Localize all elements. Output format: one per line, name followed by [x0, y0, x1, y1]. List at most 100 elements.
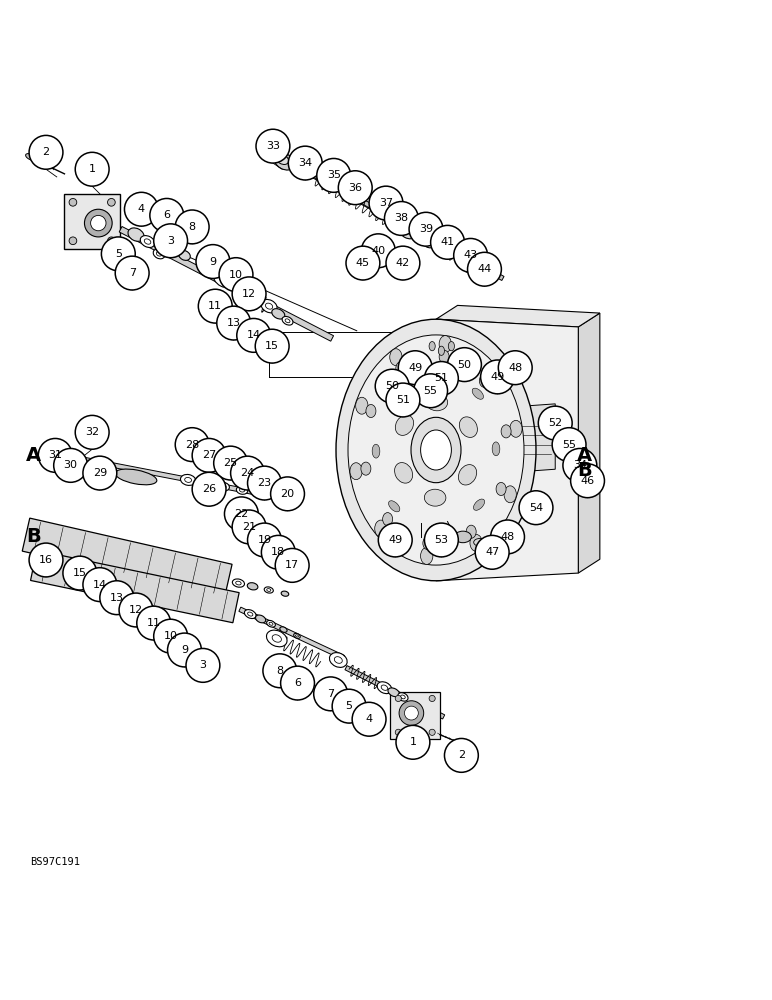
- Ellipse shape: [459, 417, 477, 437]
- Circle shape: [237, 318, 271, 352]
- Ellipse shape: [153, 249, 165, 259]
- Ellipse shape: [219, 274, 229, 283]
- Polygon shape: [31, 550, 239, 623]
- Ellipse shape: [266, 303, 273, 309]
- Text: A: A: [26, 446, 41, 465]
- Text: 13: 13: [227, 318, 241, 328]
- Circle shape: [186, 648, 220, 682]
- Ellipse shape: [247, 583, 258, 590]
- Circle shape: [119, 593, 153, 627]
- Polygon shape: [74, 455, 294, 502]
- Ellipse shape: [501, 425, 511, 438]
- Ellipse shape: [262, 537, 267, 540]
- Text: 55: 55: [562, 440, 576, 450]
- Text: 8: 8: [188, 222, 196, 232]
- Circle shape: [248, 466, 281, 500]
- Ellipse shape: [467, 747, 477, 753]
- Ellipse shape: [388, 390, 398, 401]
- Circle shape: [519, 491, 553, 525]
- Ellipse shape: [280, 492, 289, 499]
- Circle shape: [280, 666, 314, 700]
- Text: 51: 51: [396, 395, 410, 405]
- Circle shape: [115, 256, 149, 290]
- Ellipse shape: [167, 238, 178, 247]
- Circle shape: [395, 695, 401, 702]
- Polygon shape: [501, 404, 555, 473]
- Circle shape: [481, 360, 514, 394]
- Circle shape: [54, 448, 87, 482]
- Text: 9: 9: [209, 257, 216, 267]
- Ellipse shape: [266, 630, 287, 647]
- Text: 38: 38: [394, 213, 408, 223]
- Ellipse shape: [428, 368, 442, 375]
- Ellipse shape: [430, 525, 444, 532]
- Ellipse shape: [181, 474, 196, 485]
- Circle shape: [429, 695, 435, 702]
- Text: 10: 10: [164, 631, 178, 641]
- Circle shape: [468, 252, 501, 286]
- Ellipse shape: [411, 417, 461, 483]
- Circle shape: [384, 202, 418, 235]
- Ellipse shape: [403, 261, 408, 265]
- Circle shape: [288, 146, 322, 180]
- Circle shape: [538, 406, 572, 440]
- Text: 2: 2: [42, 147, 49, 157]
- Ellipse shape: [439, 350, 449, 363]
- Ellipse shape: [479, 374, 489, 387]
- Text: 20: 20: [280, 489, 295, 499]
- Ellipse shape: [429, 525, 443, 533]
- Ellipse shape: [357, 256, 369, 264]
- Circle shape: [425, 523, 459, 557]
- Circle shape: [219, 258, 253, 292]
- Text: 50: 50: [385, 381, 399, 391]
- Ellipse shape: [239, 488, 245, 492]
- Circle shape: [175, 210, 209, 244]
- Text: 6: 6: [294, 678, 301, 688]
- Text: 7: 7: [129, 268, 136, 278]
- Ellipse shape: [232, 579, 245, 587]
- Text: 31: 31: [48, 450, 63, 460]
- Ellipse shape: [368, 249, 381, 259]
- Text: 14: 14: [93, 580, 107, 590]
- Ellipse shape: [185, 477, 191, 482]
- Ellipse shape: [470, 534, 482, 551]
- Circle shape: [491, 520, 524, 554]
- Circle shape: [137, 606, 171, 640]
- Circle shape: [317, 158, 350, 192]
- Circle shape: [248, 523, 281, 557]
- Ellipse shape: [398, 693, 408, 701]
- Text: 1: 1: [409, 737, 416, 747]
- Circle shape: [225, 497, 259, 531]
- Text: A: A: [577, 446, 592, 465]
- Circle shape: [63, 556, 96, 590]
- Circle shape: [375, 369, 409, 403]
- Ellipse shape: [372, 444, 380, 458]
- Text: 11: 11: [147, 618, 161, 628]
- Text: BS97C191: BS97C191: [31, 857, 80, 867]
- Text: 10: 10: [229, 270, 243, 280]
- Text: B: B: [577, 461, 592, 480]
- Circle shape: [445, 738, 479, 772]
- Circle shape: [332, 689, 366, 723]
- Circle shape: [214, 446, 248, 480]
- Text: 39: 39: [419, 224, 433, 234]
- Text: 14: 14: [246, 330, 261, 340]
- Ellipse shape: [236, 486, 248, 494]
- Circle shape: [83, 568, 117, 602]
- Circle shape: [107, 237, 115, 245]
- Ellipse shape: [233, 511, 247, 520]
- Ellipse shape: [422, 238, 434, 248]
- Text: 2: 2: [458, 750, 465, 760]
- Circle shape: [276, 548, 309, 582]
- Text: 27: 27: [202, 450, 216, 460]
- Text: 36: 36: [348, 183, 362, 193]
- Text: 49: 49: [388, 535, 402, 545]
- Circle shape: [352, 702, 386, 736]
- Ellipse shape: [285, 319, 290, 323]
- Circle shape: [217, 306, 251, 340]
- Text: 7: 7: [327, 689, 334, 699]
- Text: 44: 44: [477, 264, 492, 274]
- Ellipse shape: [426, 394, 448, 411]
- Polygon shape: [578, 313, 600, 573]
- Ellipse shape: [157, 252, 161, 256]
